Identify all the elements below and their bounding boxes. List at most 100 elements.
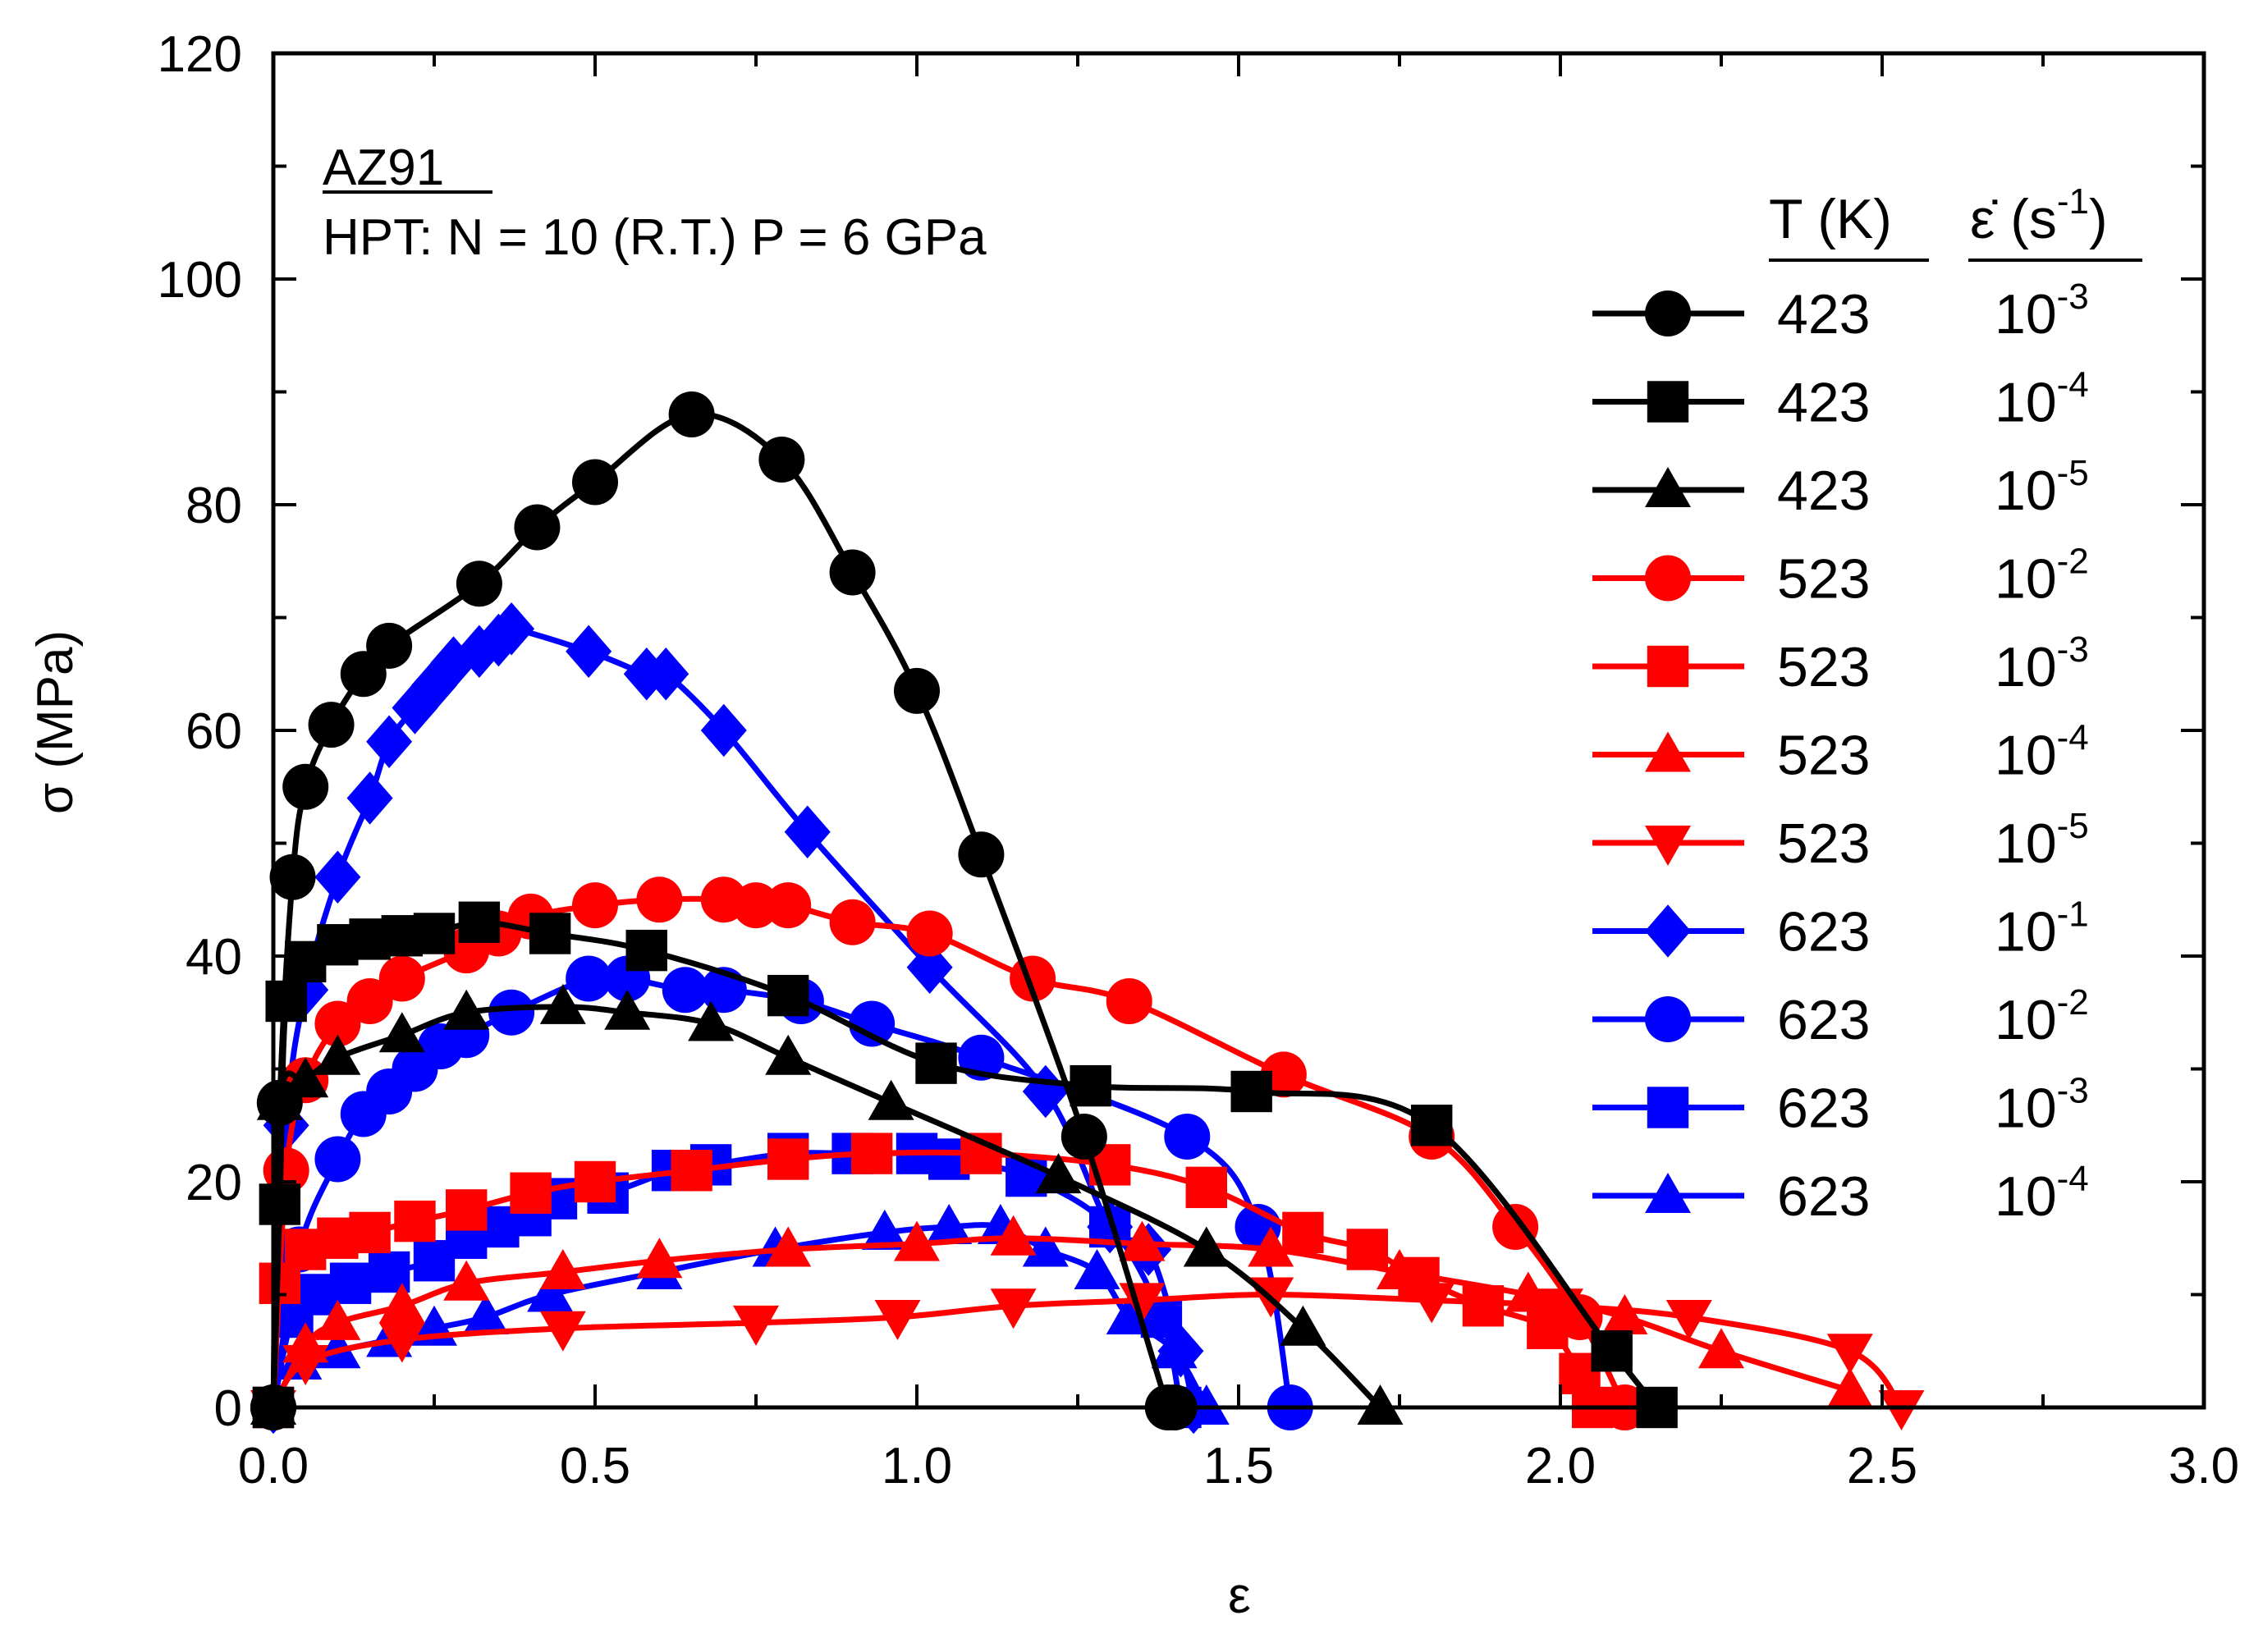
- legend-rate: 10-1: [1995, 895, 2089, 963]
- data-point: [1070, 1064, 1111, 1107]
- data-point: [1826, 1334, 1873, 1375]
- data-point: [378, 1322, 425, 1363]
- data-point: [1665, 1300, 1712, 1340]
- data-point: [700, 703, 747, 757]
- data-point: [539, 1249, 586, 1289]
- x-tick-label: 2.5: [1847, 1438, 1917, 1494]
- data-point: [958, 831, 1005, 878]
- y-tick-label: 20: [186, 1155, 242, 1211]
- data-point: [874, 1300, 921, 1340]
- data-point: [1282, 1211, 1324, 1254]
- data-point: [1698, 1328, 1744, 1369]
- data-point: [574, 1160, 616, 1203]
- legend-temp: 523: [1777, 812, 1870, 875]
- data-point: [643, 648, 689, 701]
- data-point: [539, 983, 586, 1024]
- data-point: [527, 1271, 574, 1312]
- data-point: [829, 549, 876, 596]
- data-point: [636, 1238, 683, 1279]
- data-point: [1556, 1294, 1603, 1340]
- data-point: [733, 882, 779, 929]
- y-tick-label: 120: [158, 26, 242, 83]
- data-point: [366, 715, 413, 768]
- data-point: [456, 561, 502, 607]
- data-point: [1411, 1105, 1453, 1146]
- data-point: [1230, 1070, 1272, 1113]
- data-point: [1398, 1256, 1440, 1299]
- legend-rate: 10-2: [1995, 542, 2089, 611]
- legend-temp: 423: [1777, 283, 1870, 346]
- data-point: [1826, 1367, 1873, 1408]
- legend-rate-header-exp: -1: [2057, 181, 2089, 222]
- legend-entry: 523 10-4: [1592, 718, 2089, 787]
- data-point: [1185, 1166, 1227, 1209]
- data-point: [413, 913, 456, 954]
- data-point: [572, 459, 618, 506]
- data-point: [1022, 1226, 1069, 1267]
- data-point: [906, 910, 953, 957]
- data-point: [868, 1079, 914, 1120]
- data-point: [572, 882, 618, 929]
- legend-marker: [1645, 291, 1691, 336]
- data-point: [446, 1189, 488, 1231]
- legend-rate: 10-3: [1995, 277, 2089, 346]
- data-point: [308, 702, 355, 748]
- series-line: [270, 1292, 1904, 1410]
- legend-temp: 423: [1777, 372, 1870, 434]
- data-point: [256, 1079, 303, 1126]
- legend: T (K) ε̇ (s-1) 423 10-3 423 10-4 423 10-5 523 1…: [1592, 181, 2142, 1228]
- legend-rate: 10-3: [1995, 629, 2089, 698]
- data-point: [378, 1283, 425, 1324]
- data-point: [346, 978, 393, 1024]
- legend-entry: 623 10-2: [1592, 982, 2089, 1051]
- legend-marker: [1645, 731, 1691, 772]
- legend-entry: 623 10-4: [1592, 1159, 2089, 1228]
- data-point: [1492, 1204, 1539, 1250]
- legend-rate-header-close: ): [2089, 188, 2108, 250]
- data-point: [514, 504, 561, 551]
- data-point: [1183, 1226, 1230, 1267]
- data-point: [1462, 1285, 1505, 1327]
- legend-entry: 523 10-3: [1592, 629, 2089, 698]
- data-point: [1074, 1249, 1120, 1289]
- legend-temp: 623: [1777, 901, 1870, 963]
- data-point: [894, 1220, 940, 1261]
- legend-marker: [1645, 996, 1691, 1042]
- legend-marker: [1645, 467, 1691, 507]
- data-point: [349, 1211, 391, 1254]
- data-point: [915, 1042, 957, 1084]
- series-layer: [250, 391, 1925, 1435]
- x-tick-label: 2.0: [1525, 1438, 1596, 1494]
- data-point: [1035, 1153, 1082, 1194]
- data-point: [366, 622, 413, 669]
- data-point: [1119, 1220, 1166, 1261]
- data-point: [529, 913, 571, 954]
- data-point: [671, 1150, 712, 1192]
- data-point: [767, 974, 809, 1017]
- x-tick-label: 1.5: [1203, 1438, 1274, 1494]
- legend-rate: 10-2: [1995, 982, 2089, 1051]
- annotation-condition: HPT: N = 10 (R.T.) P = 6 GPa: [323, 209, 987, 266]
- data-point: [488, 989, 535, 1036]
- data-point: [314, 1034, 361, 1075]
- data-point: [625, 929, 667, 972]
- data-point: [282, 763, 329, 810]
- x-tick-label: 3.0: [2169, 1438, 2239, 1494]
- legend-marker: [1645, 555, 1691, 602]
- data-point: [1280, 1305, 1326, 1346]
- data-point: [314, 1000, 361, 1047]
- series-523K-rate-2: [250, 876, 1648, 1430]
- legend-rate-header: ε̇ (s-1): [1970, 181, 2108, 250]
- data-point: [636, 876, 683, 923]
- annotation-material: AZ91: [323, 140, 444, 196]
- legend-rate: 10-4: [1995, 365, 2089, 434]
- data-point: [784, 805, 831, 858]
- legend-entry: 623 10-3: [1592, 1071, 2089, 1140]
- data-point: [668, 391, 715, 437]
- data-point: [458, 901, 501, 943]
- data-point: [346, 771, 393, 825]
- data-point: [662, 967, 708, 1014]
- data-point: [1060, 1114, 1107, 1160]
- legend-rate: 10-3: [1995, 1071, 2089, 1140]
- data-point: [566, 955, 612, 1002]
